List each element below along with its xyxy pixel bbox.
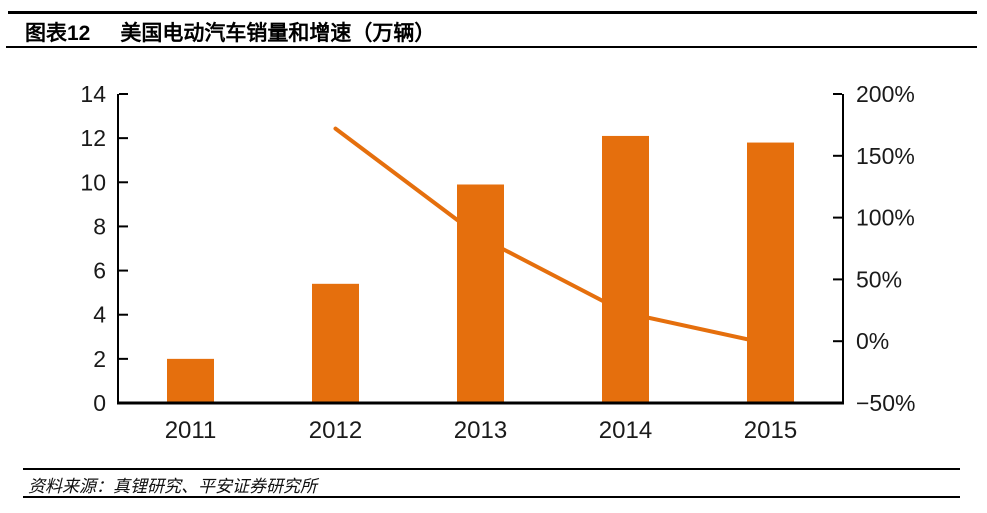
left-axis-tick-label: 14: [80, 81, 106, 107]
footer-top-rule: [23, 468, 960, 470]
right-axis-tick-label: −50%: [856, 390, 915, 416]
sales-bar-2014: [602, 135, 649, 403]
left-axis-tick-label: 8: [93, 213, 106, 239]
title-bottom-rule: [6, 46, 977, 48]
right-axis-tick-label: 50%: [856, 266, 902, 292]
right-axis-tick-label: 150%: [856, 143, 915, 169]
left-axis-tick-label: 2: [93, 346, 106, 372]
sales-bar-2013: [457, 184, 504, 403]
right-axis-tick-label: 100%: [856, 205, 915, 231]
left-axis-tick-label: 10: [80, 169, 106, 195]
x-axis-category-label: 2012: [309, 417, 362, 444]
figure-title-row: 图表12 美国电动汽车销量和增速（万辆）: [25, 17, 975, 47]
source-note: 资料来源：真锂研究、平安证券研究所: [28, 477, 317, 496]
left-axis-tick-label: 4: [93, 302, 106, 328]
x-axis-category-label: 2011: [165, 417, 217, 444]
figure-title: 美国电动汽车销量和增速（万辆）: [120, 22, 436, 45]
left-axis-tick-label: 0: [93, 390, 106, 416]
right-axis-tick-label: 200%: [856, 81, 915, 107]
x-axis-category-label: 2014: [599, 417, 652, 444]
footer-bottom-rule: [23, 496, 960, 498]
x-axis-category-label: 2015: [744, 417, 797, 444]
x-axis-category-label: 2013: [454, 417, 507, 444]
growth-line-series: [333, 126, 773, 347]
sales-bar-2012: [312, 283, 359, 403]
left-axis-tick-label: 6: [93, 258, 106, 284]
title-top-rule: [8, 11, 977, 14]
figure-number-label: 图表12: [25, 22, 91, 45]
sales-bar-2011: [167, 358, 214, 403]
right-axis-tick-label: 0%: [856, 328, 889, 354]
sales-bar-2015: [747, 142, 794, 404]
left-axis-tick-label: 12: [80, 125, 106, 151]
